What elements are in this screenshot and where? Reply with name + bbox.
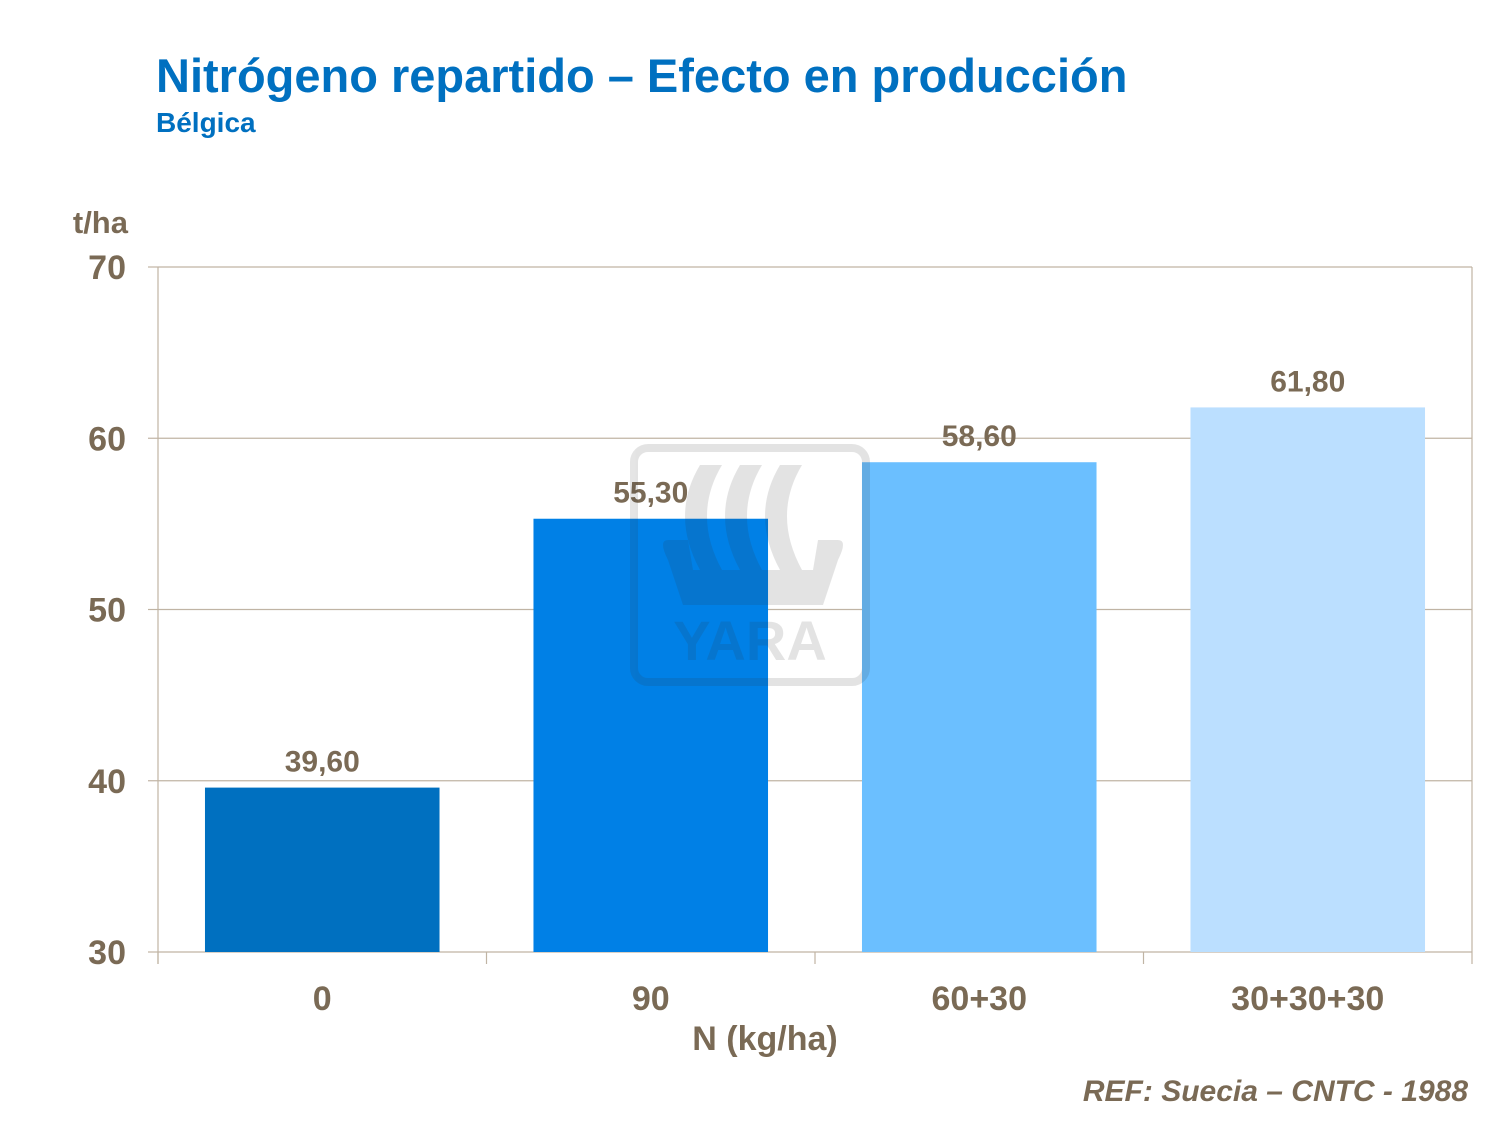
data-label: 55,30 — [613, 477, 688, 510]
y-tick-label: 70 — [88, 249, 126, 287]
data-label: 39,60 — [285, 746, 360, 779]
bar — [204, 787, 440, 952]
y-tick-label: 40 — [88, 763, 126, 801]
y-tick-label: 30 — [88, 934, 126, 972]
bar — [533, 518, 769, 952]
bar — [1190, 407, 1426, 952]
page-subtitle: Bélgica — [156, 107, 256, 138]
svg-text:YARA: YARA — [673, 609, 827, 672]
x-tick-label: 0 — [313, 980, 332, 1018]
reference-note: REF: Suecia – CNTC - 1988 — [1082, 1075, 1468, 1108]
data-label: 58,60 — [942, 420, 1017, 453]
x-tick-label: 30+30+30 — [1231, 980, 1384, 1018]
y-axis-label: t/ha — [73, 205, 129, 240]
x-tick-label: 60+30 — [932, 980, 1028, 1018]
y-tick-label: 50 — [88, 592, 126, 630]
y-tick-label: 60 — [88, 420, 126, 458]
x-axis-label: N (kg/ha) — [692, 1020, 837, 1058]
yara-watermark: YARA — [630, 444, 870, 686]
x-tick-label: 90 — [632, 980, 670, 1018]
bar — [861, 462, 1097, 952]
data-label: 61,80 — [1270, 365, 1345, 398]
page-title: Nitrógeno repartido – Efecto en producci… — [156, 49, 1128, 102]
